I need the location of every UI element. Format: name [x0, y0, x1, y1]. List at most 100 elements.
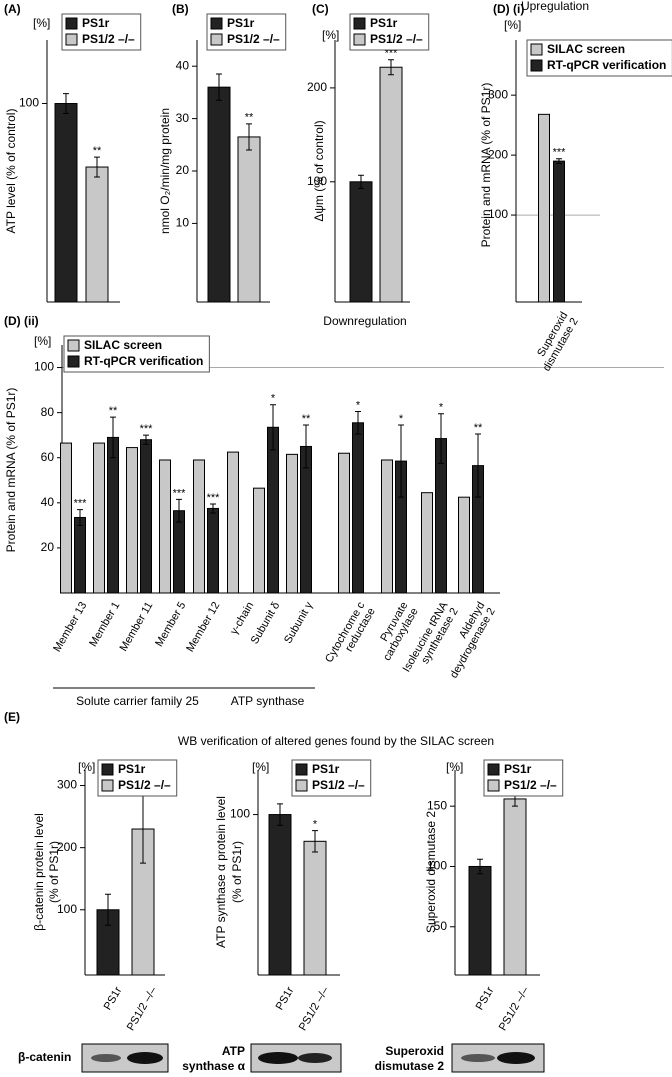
y-tick-label: 80	[41, 405, 55, 419]
y-tick-label: 20	[176, 163, 190, 177]
y-tick-label: 300	[488, 87, 508, 101]
legend-swatch	[65, 33, 78, 46]
y-tick-label: 40	[176, 58, 190, 72]
error-bar	[556, 158, 562, 165]
error-bar	[94, 156, 100, 178]
significance-label: ***	[140, 423, 154, 435]
error-bar	[77, 509, 83, 526]
legend-label: PS1r	[504, 762, 532, 776]
chart-title: Upregulation	[521, 0, 589, 13]
bar	[503, 798, 527, 976]
y-tick-label: 100	[307, 174, 327, 188]
error-bar	[312, 830, 318, 853]
significance-label: **	[245, 112, 254, 124]
y-tick-label: 100	[19, 96, 39, 110]
legend-swatch	[487, 779, 500, 792]
legend-swatch	[530, 59, 543, 72]
legend-label: PS1r	[312, 762, 340, 776]
bar	[173, 510, 185, 594]
bar	[338, 452, 350, 594]
significance-label: **	[474, 422, 483, 434]
legend-swatch	[67, 355, 80, 368]
y-axis-label: β-catenin protein level	[32, 813, 46, 931]
legend-label: PS1/2 –/–	[118, 778, 171, 792]
bar	[458, 496, 470, 594]
bar	[267, 426, 279, 594]
bar	[227, 451, 239, 594]
significance-label: **	[93, 145, 102, 157]
y-tick-label: 50	[434, 919, 448, 933]
bar	[253, 487, 265, 594]
y-tick-label: 40	[41, 495, 55, 509]
y-tick-label: 300	[57, 778, 77, 792]
bar	[140, 439, 152, 594]
legend-label: PS1r	[118, 762, 146, 776]
legend-box	[63, 335, 210, 373]
bar	[159, 459, 171, 594]
significance-label: **	[109, 405, 118, 417]
y-tick-label: 100	[230, 807, 250, 821]
panel-label: (D) (i)	[493, 2, 524, 16]
bar	[468, 865, 492, 976]
significance-label: *	[399, 413, 404, 425]
blot-label: β-catenin	[18, 1050, 71, 1064]
error-bar	[477, 858, 483, 875]
bar	[379, 66, 403, 303]
error-bar	[110, 416, 116, 459]
legend-box	[526, 39, 672, 77]
y-tick-label: 200	[488, 147, 508, 161]
legend-swatch	[210, 17, 223, 30]
legend-label: SILAC screen	[547, 42, 625, 56]
legend-swatch	[101, 763, 114, 776]
group-label: Solute carrier family 25	[76, 694, 199, 708]
y-axis-label: ATP level (% of control)	[4, 109, 18, 234]
legend-label: PS1r	[370, 16, 398, 30]
legend-label: SILAC screen	[84, 338, 162, 352]
bar	[54, 103, 78, 303]
y-axis-label: Superoxid dismutase 2	[424, 811, 438, 933]
y-tick-label: 100	[57, 902, 77, 916]
y-axis-label: Protein and mRNA (% of PS1r)	[4, 388, 18, 553]
error-bar	[438, 413, 444, 464]
bar	[74, 516, 86, 594]
legend-label: RT-qPCR verification	[84, 354, 203, 368]
bar	[300, 445, 312, 594]
y-axis-label: Protein and mRNA (% of PS1r)	[479, 83, 493, 248]
blot-label: synthase α	[182, 1059, 245, 1073]
blot-label: Superoxid	[385, 1044, 444, 1058]
y-axis-label: ATP synthase α protein level	[214, 796, 228, 948]
bar	[60, 442, 72, 594]
blot-band	[497, 1052, 535, 1064]
panel-label: (E)	[4, 710, 20, 724]
bar	[207, 86, 231, 303]
y-axis-label: nmol O₂/min/mg protein	[158, 108, 172, 234]
error-bar	[270, 404, 276, 451]
error-bar	[398, 424, 404, 498]
bar	[85, 166, 109, 303]
significance-label: **	[302, 413, 311, 425]
error-bar	[176, 498, 182, 523]
chart-title: Downregulation	[323, 314, 406, 328]
group-label: ATP synthase	[231, 694, 305, 708]
blot-band	[91, 1054, 121, 1062]
significance-label: *	[439, 402, 444, 414]
y-axis-label: Δψm (% of control)	[312, 120, 326, 221]
bar	[237, 136, 261, 303]
y-tick-label: 100	[488, 207, 508, 221]
legend-swatch	[210, 33, 223, 46]
blot-label: ATP	[222, 1044, 245, 1058]
error-bar	[105, 893, 111, 926]
bar	[107, 436, 119, 594]
legend-label: PS1/2 –/–	[504, 778, 557, 792]
error-bar	[210, 503, 216, 514]
legend-label: PS1r	[82, 16, 110, 30]
significance-label: ***	[553, 147, 567, 159]
legend-swatch	[101, 779, 114, 792]
legend-swatch	[295, 763, 308, 776]
blot-band	[298, 1053, 332, 1063]
blot-band	[127, 1052, 163, 1064]
error-bar	[475, 433, 481, 498]
legend-swatch	[530, 43, 543, 56]
error-bar	[63, 93, 69, 114]
